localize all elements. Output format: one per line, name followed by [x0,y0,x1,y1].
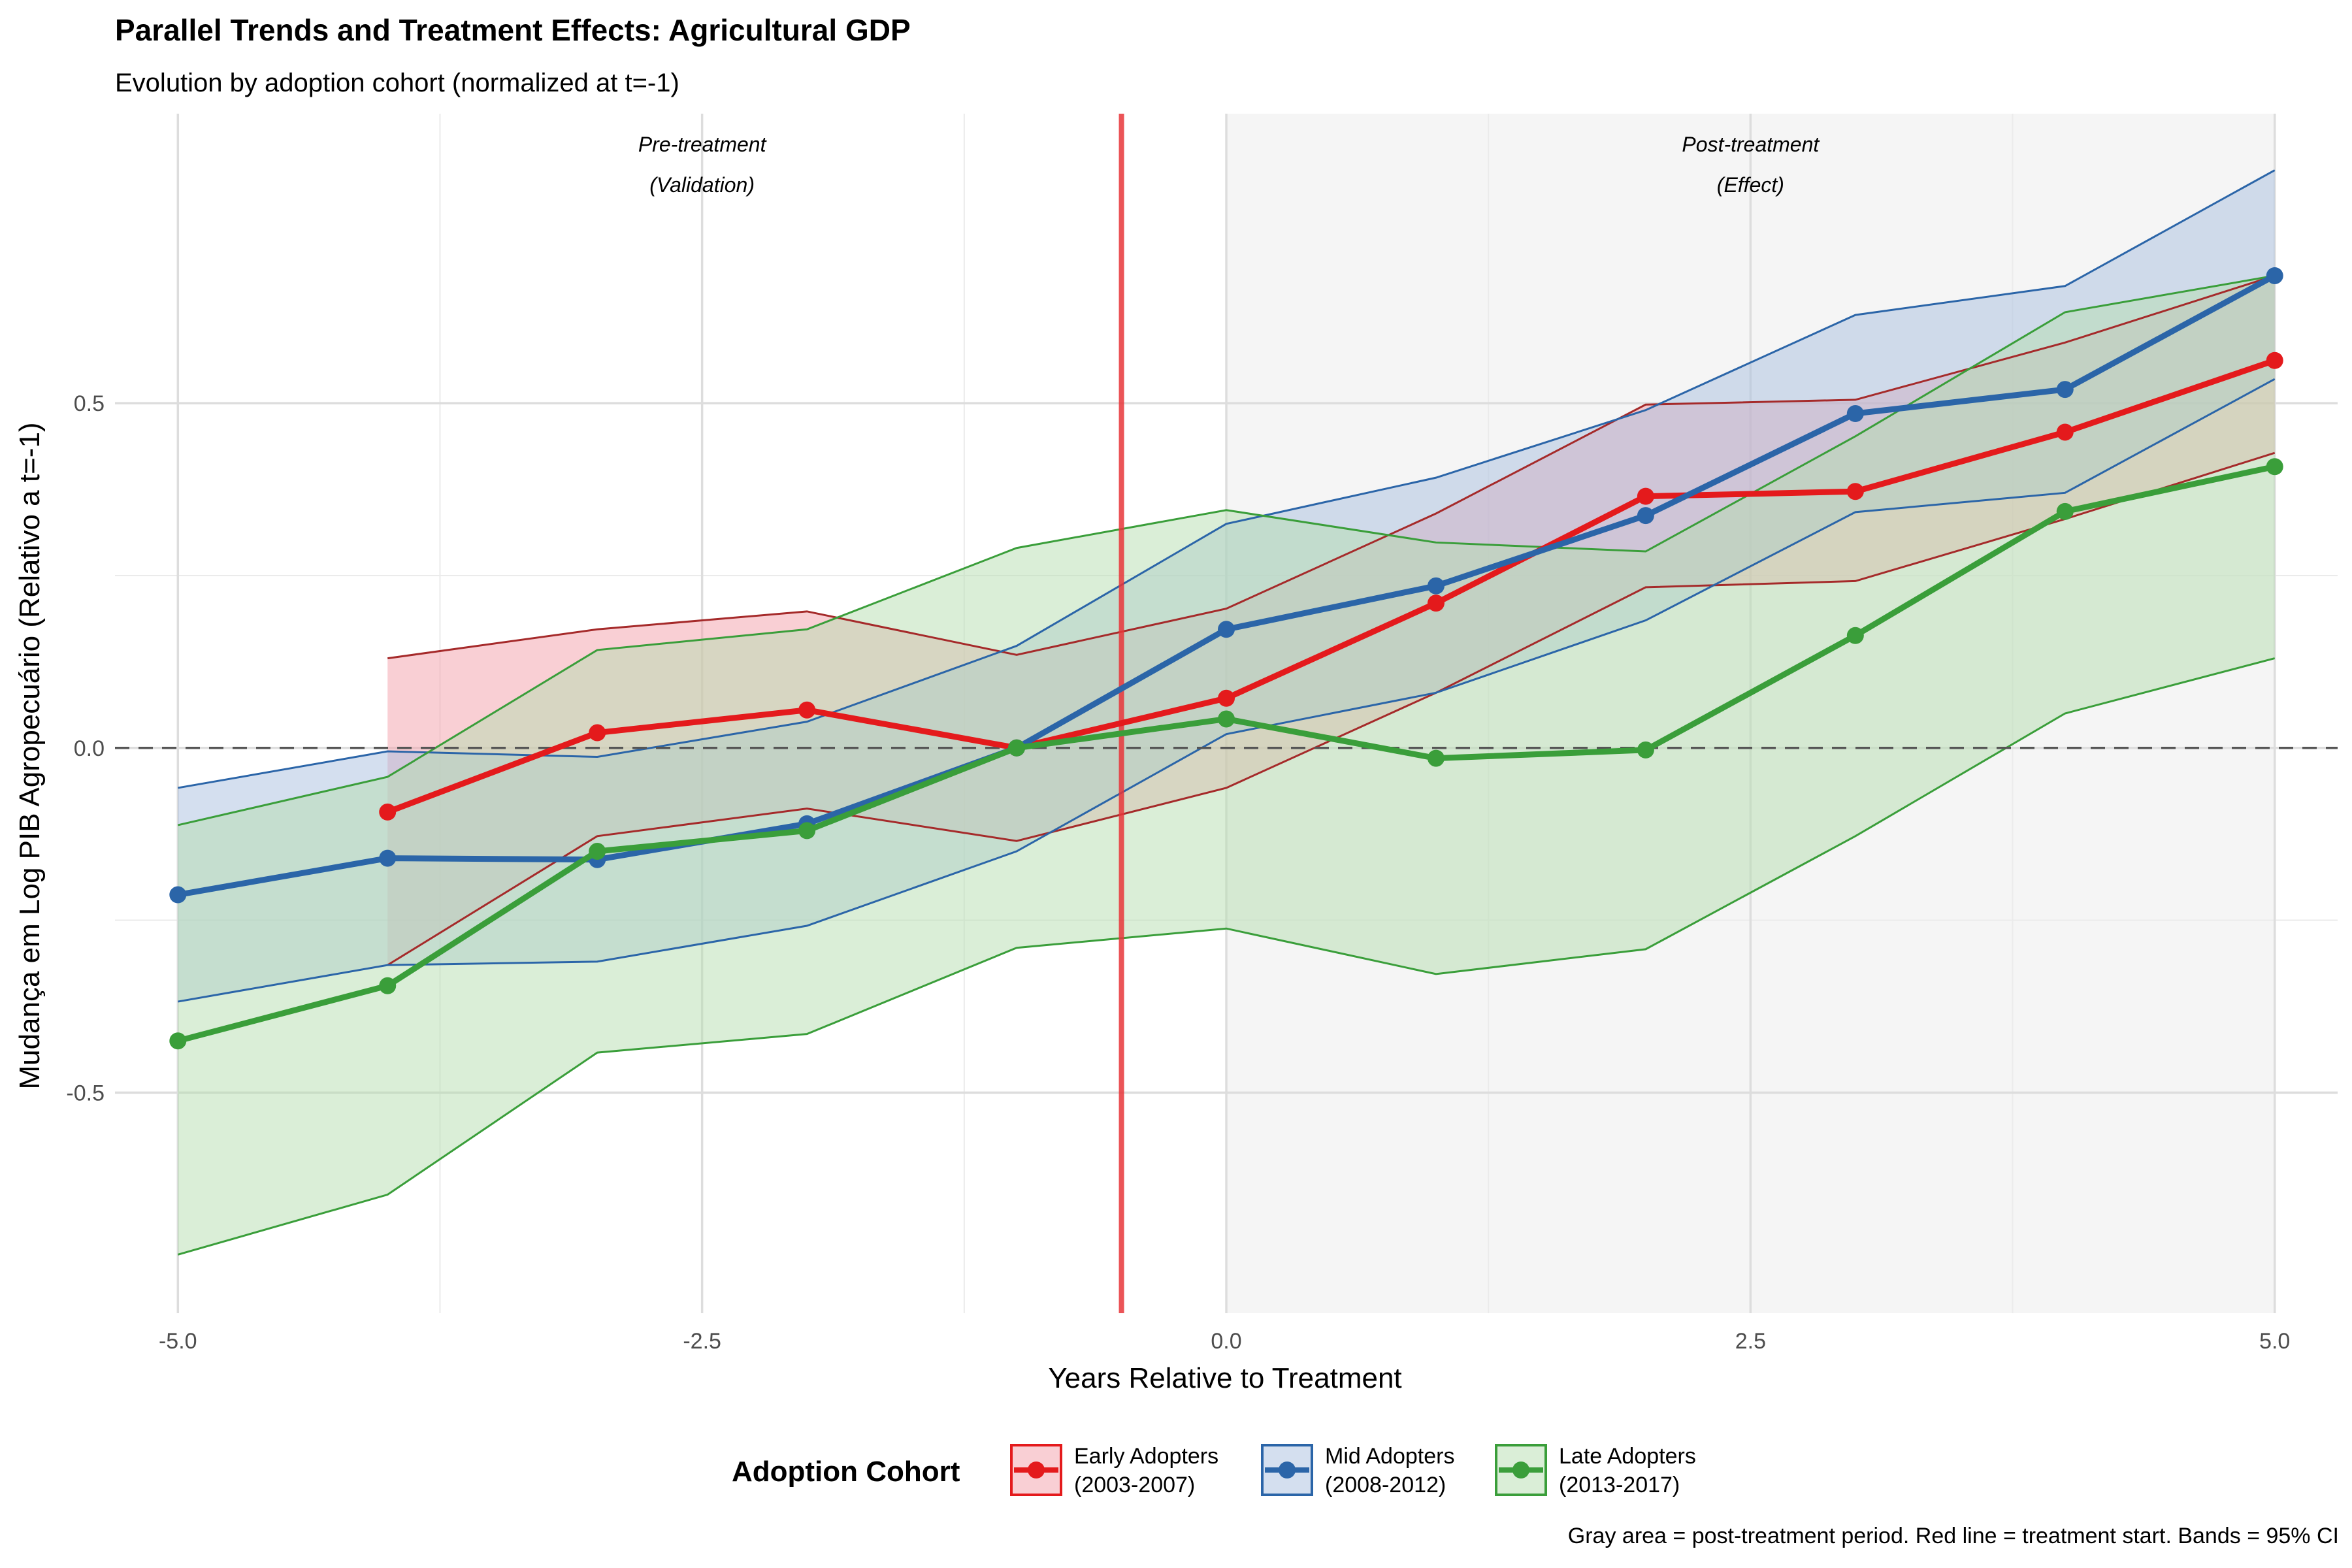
data-point [1637,741,1654,759]
chart-title: Parallel Trends and Treatment Effects: A… [115,13,911,47]
data-point [379,803,397,821]
data-point [1427,749,1445,767]
y-tick-label: 0.0 [74,736,105,761]
legend-label: Early Adopters [1074,1444,1218,1469]
legend-label: Mid Adopters [1325,1444,1454,1469]
data-point [1218,710,1235,728]
data-point [589,724,606,742]
data-point [1218,689,1235,707]
annotation-line: Pre-treatment [638,133,767,156]
legend-label: Late Adopters [1559,1444,1696,1469]
ci-band [178,275,2275,1255]
data-point [1218,621,1235,638]
plot-area: Pre-treatment (Validation) Post-treatment (… [66,114,2338,1354]
y-tick-label: 0.5 [74,391,105,416]
x-tick-label: 0.0 [1211,1329,1241,1354]
data-point [169,886,187,904]
ci-upper-line [177,274,2275,826]
data-point [1427,595,1445,612]
ci-upper-line [178,169,2276,789]
annotation-line: (Effect) [1717,173,1784,197]
data-point [379,849,397,867]
data-point [1846,627,1864,644]
x-tick-label: 5.0 [2259,1329,2290,1354]
data-point [589,843,606,860]
legend: Adoption Cohort Early Adopters (2003-2007… [732,1444,1696,1497]
data-point [1846,405,1864,422]
legend-key-point [1512,1462,1529,1478]
legend-key-point [1028,1462,1045,1478]
data-point [2056,423,2074,441]
data-point [1427,577,1445,595]
chart-subtitle: Evolution by adoption cohort (normalized… [115,69,679,97]
annotation-line: (Validation) [649,173,755,197]
data-point [2266,267,2283,284]
data-point [2266,351,2283,369]
data-point [169,1032,187,1050]
ci-lower-line [178,378,2276,1003]
data-point [1637,487,1654,505]
legend-title: Adoption Cohort [732,1456,960,1488]
x-axis-label: Years Relative to Treatment [1048,1362,1401,1394]
data-point [798,701,816,719]
ci-lower-line [177,657,2276,1256]
x-tick-label: -2.5 [683,1329,721,1354]
y-axis-label: Mudança em Log PIB Agropecuário (Relativ… [14,422,46,1089]
legend-sublabel: (2008-2012) [1325,1473,1446,1497]
data-point [798,822,816,840]
data-point [379,977,397,994]
annotation-text: Pre-treatment (Validation) [638,133,767,197]
legend-key-point [1279,1462,1296,1478]
annotation-line: Post-treatment [1682,133,1820,156]
legend-sublabel: (2003-2007) [1074,1473,1195,1497]
data-point [1637,507,1654,525]
ci-upper-line [387,274,2276,660]
data-point [2056,502,2074,520]
legend-sublabel: (2013-2017) [1559,1473,1680,1497]
annotation-text: Post-treatment (Effect) [1682,133,1820,197]
chart-caption: Gray area = post-treatment period. Red l… [1568,1524,2339,1548]
data-point [1008,739,1026,757]
y-tick-label: -0.5 [66,1081,105,1105]
data-point [2266,458,2283,476]
x-tick-label: -5.0 [159,1329,197,1354]
series-line [384,357,2278,815]
data-point [1846,483,1864,500]
data-point [2056,381,2074,399]
x-tick-label: 2.5 [1735,1329,1766,1354]
